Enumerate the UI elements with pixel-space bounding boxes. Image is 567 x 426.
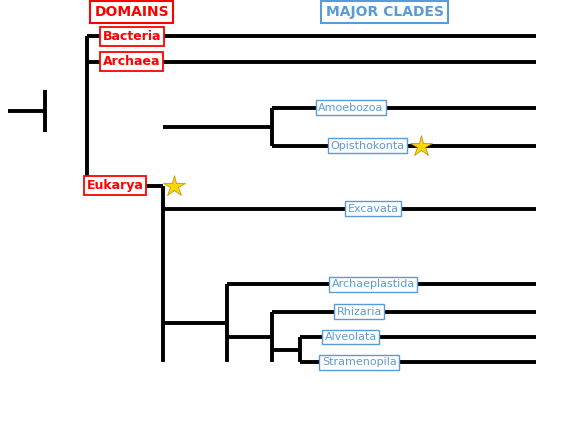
Text: Archaea: Archaea — [103, 55, 160, 68]
Text: Amoebozoa: Amoebozoa — [318, 103, 383, 113]
Text: Opisthokonta: Opisthokonta — [331, 141, 405, 151]
Text: Eukarya: Eukarya — [87, 179, 143, 192]
Text: Archaeplastida: Archaeplastida — [332, 279, 415, 290]
Text: MAJOR CLADES: MAJOR CLADES — [325, 5, 443, 19]
Text: Bacteria: Bacteria — [103, 30, 161, 43]
Text: DOMAINS: DOMAINS — [95, 5, 169, 19]
Text: Excavata: Excavata — [348, 204, 399, 214]
Text: Alveolata: Alveolata — [325, 332, 377, 342]
Text: Rhizaria: Rhizaria — [337, 307, 382, 317]
Text: Stramenopila: Stramenopila — [322, 357, 397, 367]
